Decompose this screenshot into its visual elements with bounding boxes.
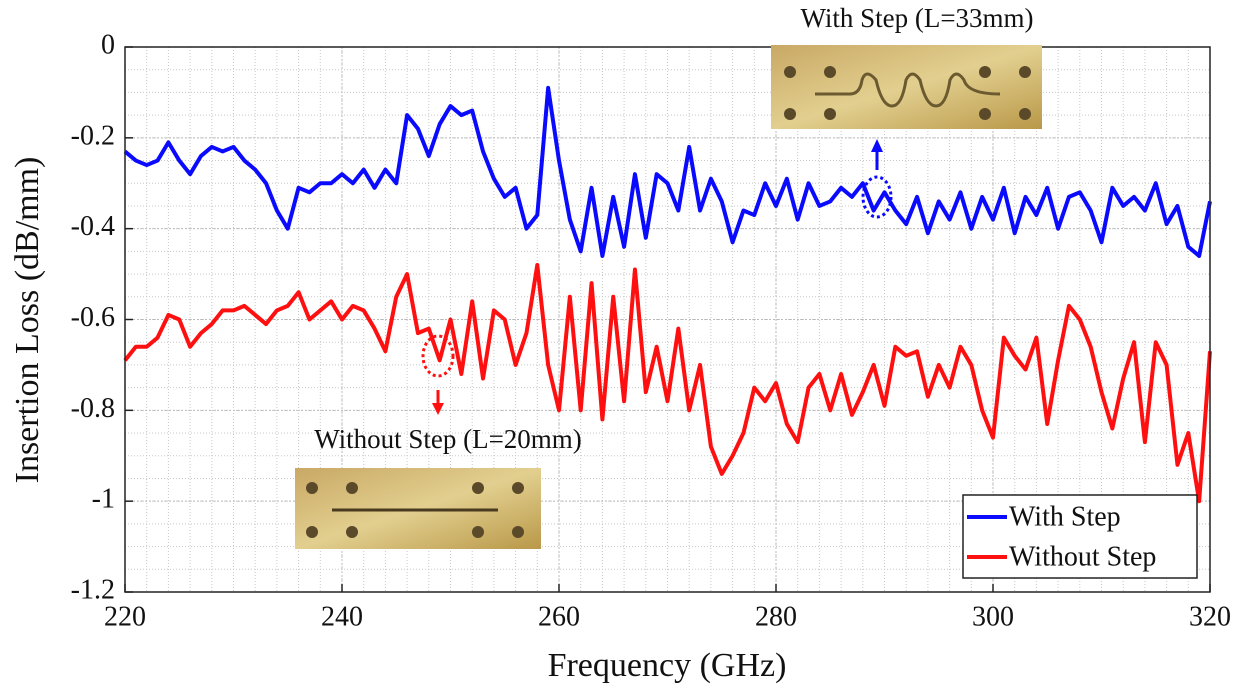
data-line [123,263,1212,504]
y-tick-label: -0.6 [71,302,115,333]
callout-with-step [861,139,893,219]
inset-with-step [771,45,1042,129]
legend-label: With Step [1009,501,1121,532]
x-axis-label: Frequency (GHz) [548,647,787,684]
y-tick-label: -0.2 [71,120,115,151]
data-line [123,85,1212,258]
x-tick-label: 260 [538,601,580,632]
y-tick-label: -0.8 [71,393,115,424]
x-tick-label: 280 [755,601,797,632]
legend-box [962,494,1198,579]
y-tick-label: 0 [101,29,115,60]
y-tick-label: -0.4 [71,211,115,242]
x-tick-label: 320 [1189,601,1231,632]
y-tick-label: -1.2 [71,574,115,605]
callout-without-step [421,334,455,415]
y-axis-label: Insertion Loss (dB/mm) [9,157,46,484]
annotation: With Step (L=33mm) [800,3,1033,33]
x-tick-label: 220 [104,601,146,632]
y-tick-label: -1 [92,484,115,515]
inset-without-step [295,468,541,549]
x-tick-label: 300 [972,601,1014,632]
annotation: Without Step (L=20mm) [314,424,582,454]
legend-label: Without Step [1009,541,1156,572]
x-tick-label: 240 [321,601,363,632]
